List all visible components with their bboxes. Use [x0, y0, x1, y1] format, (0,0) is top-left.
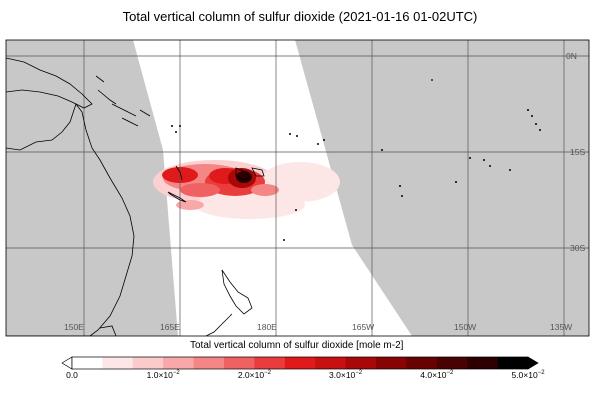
lon-label-180e: 180E [257, 322, 277, 332]
colorbar-segment [193, 357, 225, 369]
colorbar-segment [163, 357, 195, 369]
colorbar-segment [467, 357, 499, 369]
colorbar-tick-label: 2.0×10−2 [237, 370, 271, 380]
colorbar-tick-label: 5.0×10−2 [511, 370, 545, 380]
lon-label-165w: 165W [352, 322, 375, 332]
lon-label-135w: 135W [550, 322, 573, 332]
colorbar-min-arrow [61, 356, 73, 370]
colorbar-tick-label: 3.0×10−2 [329, 370, 363, 380]
lon-label-165e: 165E [160, 322, 180, 332]
so2-plume [153, 160, 340, 219]
lat-label-0n: 0N [566, 51, 577, 61]
colorbar-segment [224, 357, 255, 369]
colorbar-segment [102, 357, 134, 369]
colorbar-tick-label: 0.0 [66, 370, 78, 380]
colorbar-tick-label: 4.0×10−2 [420, 370, 454, 380]
colorbar-tick-label: 1.0×10−2 [146, 370, 180, 380]
small-islands [171, 79, 541, 241]
colorbar [61, 356, 539, 370]
lat-label-15s: 15S [570, 147, 586, 157]
map-frame [5, 39, 590, 337]
colorbar-segment [315, 357, 347, 369]
colorbar-max-arrow [527, 356, 539, 370]
colorbar-segment [406, 357, 438, 369]
colorbar-segment [284, 357, 316, 369]
map-area [6, 40, 589, 336]
lon-label-150w: 150W [454, 322, 477, 332]
colorbar-segment [132, 357, 164, 369]
colorbar-segment [497, 357, 529, 369]
colorbar-segment [72, 357, 103, 369]
graticule [6, 40, 589, 336]
coastlines [6, 57, 265, 336]
colorbar-title: Total vertical column of sulfur dioxide … [190, 340, 404, 351]
colorbar-segment [376, 357, 407, 369]
colorbar-segment [436, 357, 468, 369]
lon-label-150e: 150E [64, 322, 84, 332]
colorbar-segment [345, 357, 377, 369]
map-title: Total vertical column of sulfur dioxide … [122, 9, 478, 24]
colorbar-segment [254, 357, 286, 369]
lat-label-30s: 30S [570, 243, 586, 253]
